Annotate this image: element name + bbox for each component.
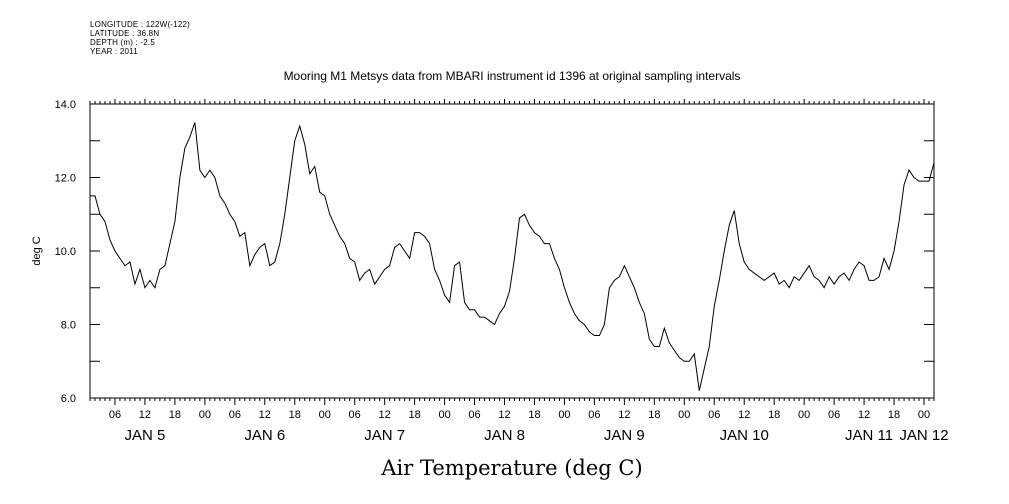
y-tick-label: 6.0 — [61, 393, 76, 405]
x-tick-label: 18 — [888, 409, 900, 421]
date-label: JAN 9 — [604, 427, 645, 444]
x-tick-label: 06 — [708, 409, 720, 421]
y-tick-label: 8.0 — [61, 320, 76, 332]
series-layer — [90, 122, 935, 391]
x-tick-label: 12 — [139, 409, 151, 421]
chart-title: Mooring M1 Metsys data from MBARI instru… — [284, 69, 741, 83]
date-label: JAN 11 — [845, 427, 893, 444]
date-label: JAN 6 — [244, 427, 285, 444]
x-tick-label: 00 — [319, 409, 331, 421]
x-tick-label: 06 — [109, 409, 121, 421]
x-tick-label: 06 — [588, 409, 600, 421]
x-tick-label: 12 — [738, 409, 750, 421]
x-tick-label: 18 — [289, 409, 301, 421]
x-tick-label: 06 — [468, 409, 480, 421]
y-tick-label: 14.0 — [55, 99, 76, 111]
y-axis: 6.0 8.0 10.0 12.0 14.0 — [55, 99, 934, 405]
x-tick-label: 00 — [918, 409, 930, 421]
x-tick-label: 00 — [798, 409, 810, 421]
x-tick-label: 00 — [678, 409, 690, 421]
x-tick-label: 18 — [408, 409, 420, 421]
x-tick-label: 00 — [558, 409, 570, 421]
x-tick-label: 18 — [648, 409, 660, 421]
meta-longitude: LONGITUDE : 122W(-122) — [90, 20, 190, 29]
plot-frame — [89, 103, 935, 399]
date-label: JAN 8 — [484, 427, 525, 444]
y-tick-label: 10.0 — [55, 246, 76, 258]
x-tick-label: 18 — [768, 409, 780, 421]
x-tick-label: 12 — [858, 409, 870, 421]
date-label: JAN 12 — [899, 427, 948, 444]
air-temperature-line — [90, 122, 935, 391]
meta-year: YEAR : 2011 — [90, 47, 138, 56]
date-label: JAN 7 — [364, 427, 405, 444]
x-tick-label: 06 — [828, 409, 840, 421]
x-tick-label: 12 — [259, 409, 271, 421]
metadata-block: LONGITUDE : 122W(-122) LATITUDE : 36.8N … — [90, 20, 190, 56]
y-tick-label: 12.0 — [55, 173, 76, 185]
date-label: JAN 5 — [125, 427, 166, 444]
x-tick-label: 12 — [379, 409, 391, 421]
x-axis-label: Air Temperature (deg C) — [380, 456, 642, 480]
x-tick-label: 12 — [498, 409, 510, 421]
x-tick-label: 00 — [438, 409, 450, 421]
x-tick-label: 00 — [199, 409, 211, 421]
x-axis: 06 12 18 00 06 12 18 00 06 12 18 00 06 12 18 00 06 12 18 00… — [89, 398, 949, 444]
date-label: JAN 10 — [720, 427, 769, 444]
x-tick-label: 18 — [169, 409, 181, 421]
x-tick-label: 12 — [618, 409, 630, 421]
x-tick-label: 18 — [528, 409, 540, 421]
y-axis-label: deg C — [31, 236, 43, 265]
meta-depth: DEPTH (m) : -2.5 — [90, 38, 155, 47]
x-tick-label: 06 — [229, 409, 241, 421]
x-tick-label: 06 — [349, 409, 361, 421]
top-axis-ticks — [89, 99, 935, 104]
meta-latitude: LATITUDE : 36.8N — [90, 29, 160, 38]
